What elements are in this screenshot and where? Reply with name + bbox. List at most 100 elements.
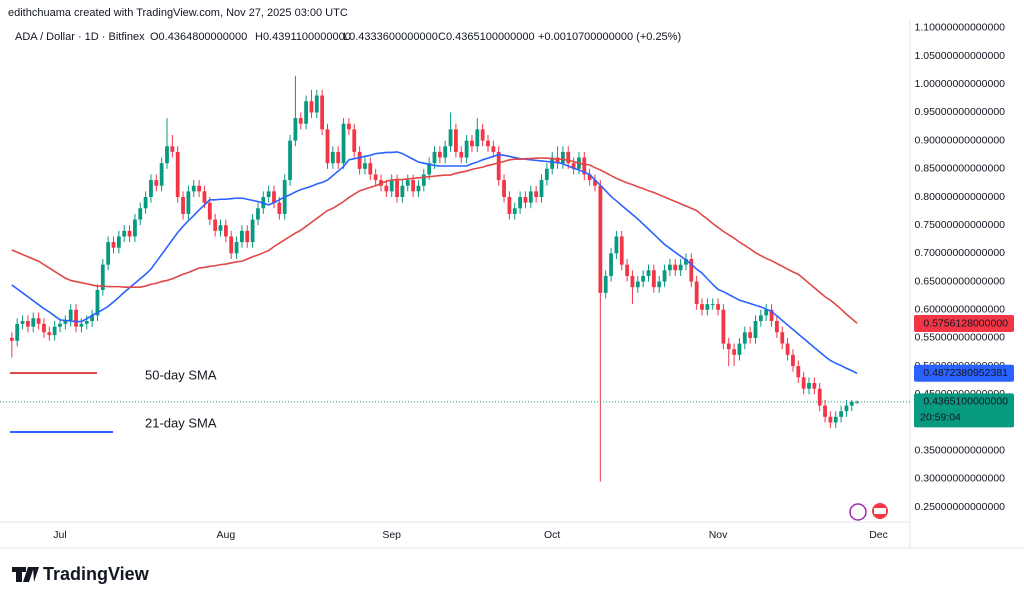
ohlc-legend: L0.4333600000000	[343, 31, 438, 43]
candle-body	[459, 151, 464, 158]
price-label-box	[914, 393, 1014, 428]
countdown: 20:59:04	[920, 412, 961, 424]
candle-body	[149, 180, 153, 198]
candle-body	[245, 230, 250, 243]
candle-body	[325, 129, 330, 164]
icon	[849, 503, 867, 521]
candle-body	[630, 275, 635, 288]
candle-body	[764, 309, 769, 316]
price-label-box	[914, 364, 1014, 382]
candle-body	[539, 180, 544, 198]
price-label: 0.4365100000000	[923, 396, 1008, 408]
candle-body	[154, 180, 159, 186]
candle-body	[705, 304, 710, 310]
x-tick-label: Oct	[544, 529, 560, 541]
candle-body	[748, 332, 753, 338]
candle-body	[52, 326, 57, 336]
candle-body	[74, 309, 78, 327]
candle-body	[133, 219, 137, 237]
candle-body	[823, 405, 827, 417]
candle-body	[31, 318, 36, 327]
candle-body	[609, 253, 613, 276]
candle-body	[807, 383, 811, 389]
candle-body	[90, 315, 94, 322]
candle-body	[175, 151, 180, 198]
candle-body	[635, 281, 640, 288]
symbol: ADA / Dollar · 1D · Bitfinex	[15, 31, 145, 43]
y-tick-label: 1.05000000000000	[914, 50, 1005, 62]
candle-body	[256, 208, 260, 220]
candle-body	[100, 264, 105, 291]
candle-body	[625, 264, 629, 276]
candle-body	[561, 151, 565, 164]
candle-body	[272, 191, 276, 203]
candle-body	[68, 309, 73, 322]
candle-body	[341, 123, 346, 164]
candle-body	[186, 191, 191, 214]
candle-body	[742, 332, 747, 344]
candle-body	[839, 411, 843, 417]
y-tick-label: 0.35000000000000	[914, 444, 1005, 456]
x-tick-label: Jul	[53, 529, 66, 541]
candle-body	[502, 180, 506, 198]
candle-body	[550, 157, 555, 169]
candle-body	[844, 405, 849, 412]
candle-body	[143, 197, 148, 209]
candle-body	[828, 416, 833, 423]
candle-body	[694, 281, 699, 305]
candle-body	[758, 315, 763, 322]
candle-body	[726, 343, 731, 350]
candle-body	[432, 151, 437, 164]
y-tick-label: 0.60000000000000	[914, 304, 1005, 316]
y-tick-label: 0.75000000000000	[914, 219, 1005, 231]
candle-body	[668, 264, 672, 271]
candle-body	[15, 323, 20, 341]
candle-body	[464, 140, 469, 158]
candle-body	[127, 230, 132, 237]
candle-body	[389, 180, 394, 192]
candle-body	[614, 236, 619, 254]
legend-label: 21-day SMA	[145, 415, 217, 430]
price-label: 0.5756128000000	[923, 317, 1008, 329]
candle-body	[314, 95, 319, 113]
candle-body	[427, 163, 432, 175]
candle-body	[191, 185, 196, 192]
sma-line	[11, 151, 858, 375]
candle-body	[603, 275, 608, 293]
candle-body	[775, 321, 779, 333]
candle-body	[791, 354, 795, 367]
candle-body	[785, 343, 790, 355]
candle-body	[234, 242, 239, 254]
candle-body	[523, 197, 528, 203]
y-tick-label: 0.65000000000000	[914, 275, 1005, 287]
y-tick-label: 0.30000000000000	[914, 473, 1005, 485]
x-tick-label: Nov	[709, 529, 728, 541]
candle-body	[9, 337, 14, 341]
candle-body	[223, 225, 228, 237]
candle-body	[352, 129, 357, 152]
y-tick-label: 0.80000000000000	[914, 191, 1005, 203]
candle-body	[63, 321, 68, 324]
candle-body	[646, 270, 651, 276]
candle-body	[480, 129, 485, 141]
candle-body	[165, 146, 169, 164]
y-tick-label: 0.70000000000000	[914, 247, 1005, 259]
candle-body	[732, 349, 736, 355]
candle-body	[689, 259, 694, 282]
candle-body	[213, 219, 218, 231]
candle-body	[555, 157, 560, 164]
candle-body	[250, 219, 255, 243]
candle-body	[330, 151, 335, 164]
legend-label: 50-day SMA	[145, 367, 217, 382]
candle-body	[42, 323, 46, 333]
candle-body	[571, 163, 576, 169]
candle-body	[518, 197, 522, 209]
candle-body	[593, 180, 597, 186]
candle-body	[454, 129, 458, 152]
logo-mark	[12, 567, 39, 582]
candle-body	[122, 230, 127, 237]
candle-body	[405, 180, 410, 186]
price-label: 0.4872380952381	[923, 367, 1008, 379]
candle-body	[320, 95, 325, 130]
